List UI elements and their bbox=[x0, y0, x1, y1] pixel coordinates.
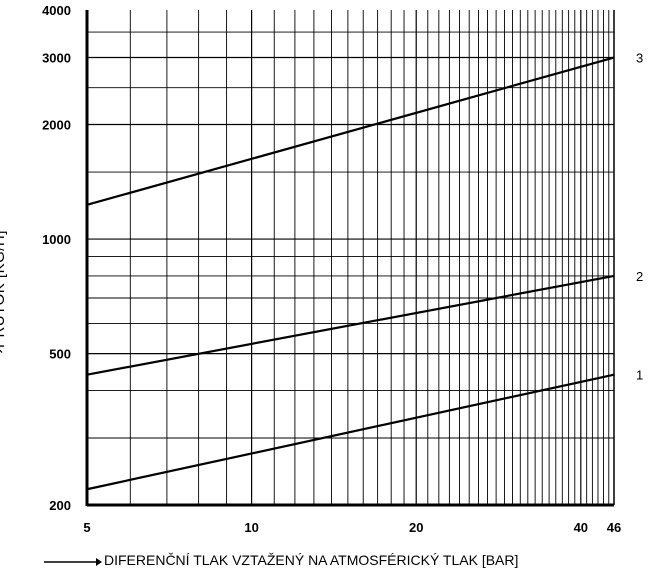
grid bbox=[87, 10, 614, 506]
series-line bbox=[86, 373, 615, 491]
y-tick-label: 200 bbox=[49, 498, 71, 513]
x-tick-label: 40 bbox=[574, 520, 588, 535]
x-axis-label: DIFERENČNÍ TLAK VZTAŽENÝ NA ATMOSFÉRICKÝ… bbox=[104, 552, 519, 568]
y-axis-arrow: ⟶ bbox=[0, 348, 8, 370]
x-tick-label: 10 bbox=[244, 520, 258, 535]
y-tick-label: 2000 bbox=[42, 118, 71, 133]
series-line bbox=[86, 274, 615, 376]
x-tick-label: 46 bbox=[607, 520, 621, 535]
x-tick-label: 5 bbox=[83, 520, 90, 535]
labels-group: 200 500 1000 2000 3000 4000 5 10 20 40 46 1 2 3 bbox=[42, 3, 643, 535]
y-axis-label: PRŮTOK [KG/H] bbox=[0, 230, 8, 348]
series-label: 1 bbox=[636, 368, 643, 383]
series-label: 2 bbox=[636, 269, 643, 284]
axes bbox=[85, 10, 615, 507]
y-tick-label: 4000 bbox=[42, 3, 71, 18]
y-tick-label: 1000 bbox=[42, 232, 71, 247]
series-group bbox=[86, 56, 615, 491]
series-line bbox=[86, 56, 615, 206]
series-label: 3 bbox=[636, 51, 643, 66]
x-tick-label: 20 bbox=[409, 520, 423, 535]
x-axis-arrow bbox=[44, 558, 102, 566]
y-tick-label: 3000 bbox=[42, 51, 71, 66]
y-tick-label: 500 bbox=[49, 347, 71, 362]
y-axis-title: ⟶PRŮTOK [KG/H] bbox=[0, 230, 8, 370]
